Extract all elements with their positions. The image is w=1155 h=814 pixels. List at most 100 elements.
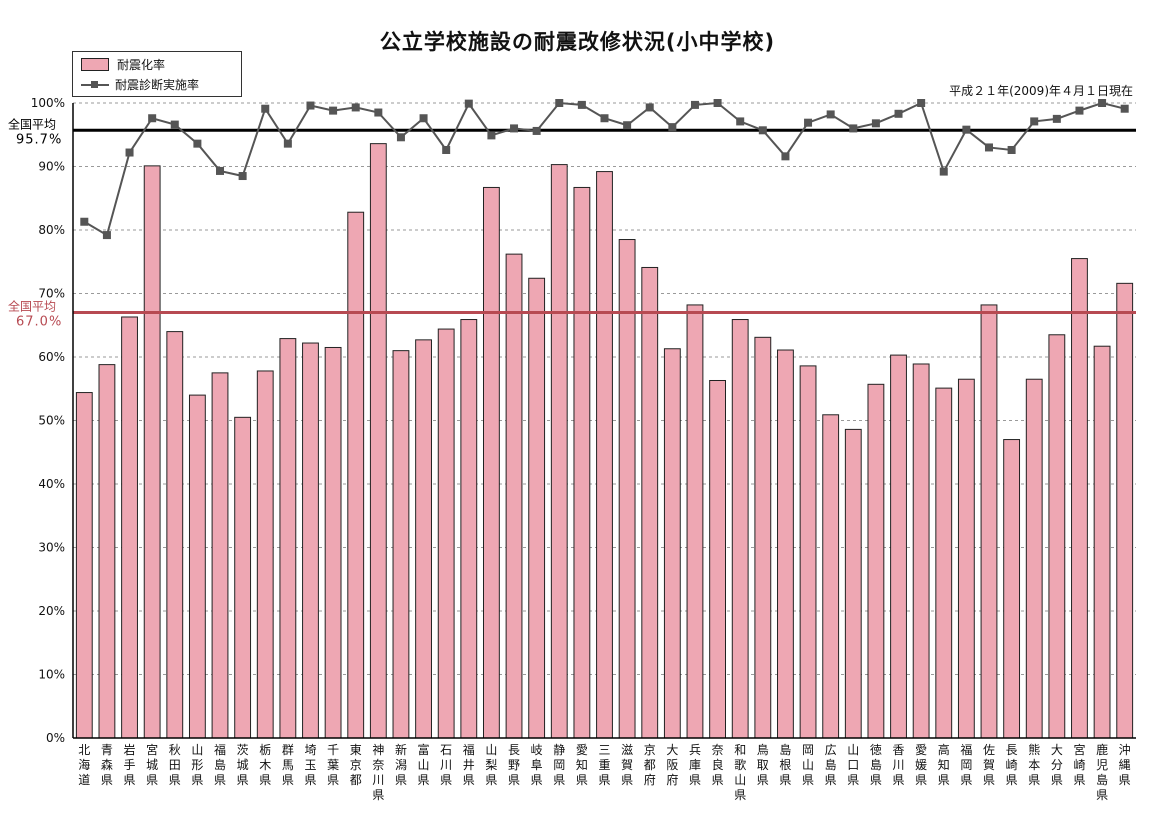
bar <box>234 416 252 739</box>
y-tick-label: 70% <box>38 287 65 301</box>
line-point <box>713 99 722 107</box>
line-point <box>374 108 383 117</box>
line-point <box>216 166 225 175</box>
x-tick-label: 滋賀県 <box>621 743 633 787</box>
line-point <box>849 124 858 133</box>
bar <box>166 331 184 739</box>
x-tick-label: 群馬県 <box>282 743 294 787</box>
legend-line-swatch <box>81 79 109 90</box>
line-point <box>261 104 270 113</box>
bar <box>822 414 840 739</box>
bar <box>460 319 478 739</box>
x-tick-label: 宮城県 <box>146 742 158 787</box>
bar <box>369 143 387 739</box>
line-point <box>442 145 451 154</box>
bar <box>618 239 636 739</box>
x-tick-label: 神奈川県 <box>372 743 384 802</box>
line-point <box>170 120 179 129</box>
y-tick-label: 80% <box>38 223 65 237</box>
bar <box>75 392 93 739</box>
x-tick-label: 宮崎県 <box>1073 742 1085 787</box>
line-point <box>125 148 134 157</box>
line-point <box>600 114 609 123</box>
line-point <box>1120 104 1129 113</box>
reference-line-value: 67.0% <box>16 315 62 330</box>
line-point <box>487 131 496 140</box>
line-point <box>917 99 926 107</box>
bar <box>347 211 365 739</box>
x-tick-label: 京都府 <box>644 743 656 787</box>
bar <box>550 164 568 739</box>
line-point <box>351 103 360 112</box>
line-point <box>148 114 157 123</box>
legend-bar-label: 耐震化率 <box>117 57 166 72</box>
line-point <box>577 100 586 109</box>
y-tick-label: 10% <box>38 668 65 682</box>
x-tick-label: 新潟県 <box>395 742 407 787</box>
bar <box>844 428 862 739</box>
x-tick-label: 千葉県 <box>327 743 339 787</box>
line-point <box>962 125 971 134</box>
x-tick-label: 和歌山県 <box>734 743 746 802</box>
x-tick-label: 鹿児島県 <box>1096 742 1108 802</box>
bar <box>1048 334 1066 739</box>
line-point <box>804 118 813 127</box>
bar <box>1116 282 1134 739</box>
x-tick-label: 佐賀県 <box>983 743 995 787</box>
bar <box>1025 378 1043 739</box>
bar <box>641 266 659 739</box>
y-tick-label: 30% <box>38 541 65 555</box>
x-tick-label: 愛媛県 <box>915 743 927 787</box>
x-tick-label: 大阪府 <box>666 743 678 787</box>
x-tick-label: 岡山県 <box>802 743 814 787</box>
x-tick-label: 鳥取県 <box>757 742 769 787</box>
legend-line-label: 耐震診断実施率 <box>115 77 200 92</box>
line-point <box>668 123 677 132</box>
bar <box>211 372 229 739</box>
line-point <box>623 121 632 130</box>
bar <box>731 319 749 739</box>
bar <box>596 171 613 739</box>
line-point <box>984 143 993 152</box>
legend-item-line: 耐震診断実施率 <box>81 75 199 93</box>
x-tick-label: 兵庫県 <box>689 743 701 787</box>
chart-title: 公立学校施設の耐震改修状況(小中学校) <box>379 30 776 54</box>
line-point <box>193 139 202 148</box>
bar <box>1003 439 1021 739</box>
line-point <box>102 231 111 240</box>
bar <box>324 346 342 739</box>
bar <box>1071 258 1088 739</box>
x-tick-label: 福井県 <box>463 742 475 787</box>
line-point <box>532 126 541 135</box>
line-point <box>758 126 767 135</box>
y-tick-label: 60% <box>38 350 65 364</box>
x-tick-label: 熊本県 <box>1028 742 1040 787</box>
y-tick-label: 0% <box>46 731 65 745</box>
line-point <box>510 124 519 133</box>
bar <box>505 253 523 739</box>
y-tick-label: 50% <box>38 414 65 428</box>
line-point <box>80 217 89 226</box>
bar <box>482 186 500 739</box>
bar <box>143 165 161 739</box>
bar <box>890 354 907 739</box>
line-point <box>464 99 473 108</box>
line-point <box>690 100 699 109</box>
bar <box>754 336 772 739</box>
x-tick-label: 香川県 <box>893 743 905 787</box>
line-point <box>396 133 405 142</box>
x-tick-label: 長崎県 <box>1006 743 1018 787</box>
y-tick-label: 20% <box>38 604 65 618</box>
bar <box>392 350 410 739</box>
x-tick-label: 山口県 <box>847 743 859 787</box>
reference-line-label: 全国平均 <box>8 116 56 131</box>
line-point <box>781 152 790 161</box>
bar <box>799 365 817 739</box>
x-tick-label: 静岡県 <box>553 743 565 787</box>
line-point <box>939 167 948 176</box>
x-tick-label: 青森県 <box>101 743 113 787</box>
line-point <box>1052 114 1061 123</box>
x-tick-label: 栃木県 <box>259 743 271 787</box>
